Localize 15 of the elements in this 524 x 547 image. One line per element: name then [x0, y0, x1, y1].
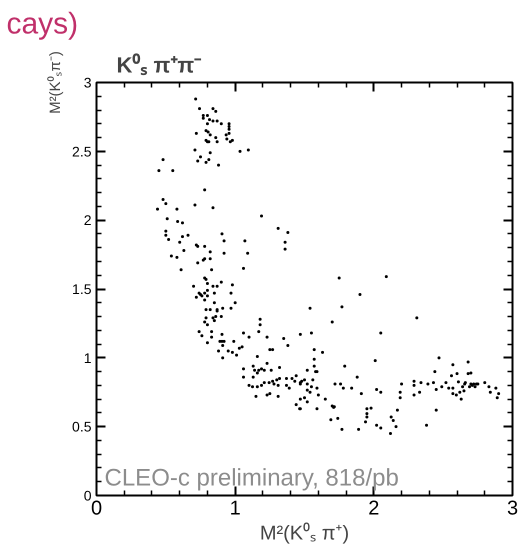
y-axis-title: M²(K⁰ₛπ⁻)	[47, 51, 64, 114]
y-tick-label: 3	[84, 74, 92, 90]
annotation: CLEO-c preliminary, 818/pb	[104, 464, 399, 492]
x-axis-title: M²(K⁰ₛ π⁺)	[260, 522, 350, 544]
text: cays)	[6, 8, 78, 40]
x-tick-label: 1	[230, 498, 241, 520]
x-tick-label: 2	[368, 498, 380, 520]
y-tick-label: 1	[84, 350, 92, 366]
chart-title: K⁰ₛ π⁺π⁻	[116, 52, 202, 78]
y-tick-label: 2	[84, 212, 92, 228]
y-tick-label: 1.5	[72, 281, 92, 297]
y-tick-label: 0.5	[72, 418, 92, 435]
x-tick-label: 3	[506, 498, 518, 520]
y-tick-label: 0	[84, 488, 92, 504]
y-tick-label: 2.5	[72, 143, 92, 160]
